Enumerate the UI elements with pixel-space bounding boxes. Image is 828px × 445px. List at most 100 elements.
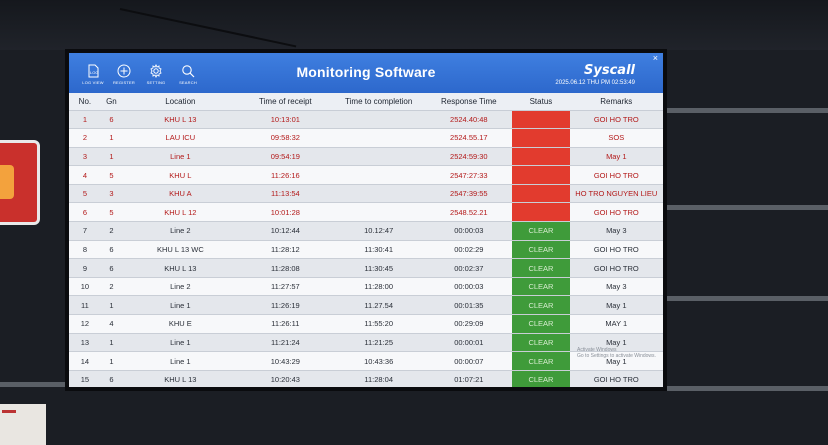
table-header-row: No. Gn Location Time of receipt Time to comp…: [69, 93, 663, 111]
monitor-screen: LOG LOG VIEW REGISTER SETTING SEARCH: [68, 52, 664, 388]
cell-status: [512, 202, 570, 223]
cell-gn: 6: [100, 110, 123, 130]
cell-response: 2524.55.17: [425, 128, 513, 148]
register-label: REGISTER: [112, 80, 136, 85]
cell-status: [512, 128, 570, 148]
activate-windows-watermark: Activate Windows Go to Settings to activ…: [577, 347, 656, 359]
cell-remarks: May 1: [569, 351, 663, 371]
setting-button[interactable]: SETTING: [141, 64, 171, 85]
table-row[interactable]: 5 3 KHU A 11:13:54 2547:39:55 HO TRO NGUYEN L…: [69, 184, 663, 204]
table-row[interactable]: 15 6 KHU L 13 10:20:43 11:28:04 01:07:21 CLEAR…: [69, 370, 663, 387]
table-row[interactable]: 8 6 KHU L 13 WC 11:28:12 11:30:41 00:02:29 CLE…: [69, 240, 663, 260]
register-button[interactable]: REGISTER: [109, 64, 139, 85]
cell-no: 7: [69, 221, 101, 241]
table-row[interactable]: 1 6 KHU L 13 10:13:01 2524.40:48 GOI HO TRO: [69, 110, 663, 130]
cell-status: CLEAR: [512, 314, 570, 334]
table-row[interactable]: 4 5 KHU L 11:26:16 2547:27:33 GOI HO TRO: [69, 165, 663, 185]
cell-location: Line 2: [122, 277, 239, 297]
log-view-button[interactable]: LOG LOG VIEW: [78, 64, 108, 85]
close-icon[interactable]: ×: [652, 53, 658, 63]
cell-remarks: May 1: [569, 147, 663, 167]
column-header-no[interactable]: No.: [69, 93, 101, 111]
cell-remarks: SOS: [569, 128, 663, 148]
column-header-receipt[interactable]: Time of receipt: [238, 93, 333, 111]
cell-no: 13: [69, 333, 101, 353]
plus-circle-icon: [117, 64, 131, 78]
cell-location: KHU A: [122, 184, 239, 204]
column-header-status[interactable]: Status: [512, 93, 570, 111]
table-row[interactable]: 10 2 Line 2 11:27:57 11:28:00 00:00:03 CLEAR Ma…: [69, 277, 663, 297]
cell-location: Line 1: [122, 333, 239, 353]
cell-gn: 1: [100, 128, 123, 148]
cell-gn: 4: [100, 314, 123, 334]
cell-response: 2547:39:55: [425, 184, 513, 204]
app-header: LOG LOG VIEW REGISTER SETTING SEARCH: [69, 53, 663, 93]
cell-receipt: 11:26:19: [238, 295, 333, 316]
cell-no: 9: [69, 258, 101, 278]
cell-completion: [332, 184, 426, 204]
search-button[interactable]: SEARCH: [173, 64, 203, 85]
table-row[interactable]: 13 1 Line 1 11:21:24 11:21:25 00:00:01 CLEAR Ma…: [69, 333, 663, 353]
cell-remarks: GOI HO TRO: [569, 240, 663, 260]
cell-completion: 11:28:04: [332, 370, 426, 387]
cell-status: [512, 147, 570, 167]
cell-response: 2548.52.21: [425, 202, 513, 223]
column-header-location[interactable]: Location: [122, 93, 239, 111]
table-row[interactable]: 2 1 LAU ICU 09:58:32 2524.55.17 SOS: [69, 128, 663, 148]
cell-status: CLEAR: [512, 333, 570, 353]
column-header-completion[interactable]: Time to completion: [332, 93, 426, 111]
cell-no: 12: [69, 314, 101, 334]
cell-remarks: HO TRO NGUYEN LIEU: [569, 184, 663, 204]
cell-remarks: May 3: [569, 221, 663, 241]
setting-label: SETTING: [146, 80, 166, 85]
cell-remarks: GOI HO TRO: [569, 202, 663, 223]
cell-receipt: 11:26:16: [238, 165, 333, 185]
cell-completion: 11.27.54: [332, 295, 426, 316]
cell-remarks: May 1: [569, 333, 663, 353]
cell-receipt: 11:26:11: [238, 314, 333, 334]
table-row[interactable]: 12 4 KHU E 11:26:11 11:55:20 00:29:09 CLEAR MAY…: [69, 314, 663, 334]
cell-completion: [332, 147, 426, 167]
search-icon: [182, 65, 195, 78]
cell-gn: 5: [100, 202, 123, 223]
cell-no: 6: [69, 202, 101, 223]
table-row[interactable]: 14 1 Line 1 10:43:29 10:43:36 00:00:07 CLEAR Ma…: [69, 351, 663, 371]
cell-gn: 2: [100, 221, 123, 241]
background-red-panel: [0, 140, 40, 225]
cell-response: 00:00:07: [425, 351, 513, 371]
cell-gn: 2: [100, 277, 123, 297]
cell-location: KHU E: [122, 314, 239, 334]
cell-response: 00:02:29: [425, 240, 513, 260]
cell-completion: [332, 165, 426, 185]
table-row[interactable]: 9 6 KHU L 13 11:28:08 11:30:45 00:02:37 CLEAR G…: [69, 258, 663, 278]
cell-gn: 6: [100, 258, 123, 278]
table-row[interactable]: 7 2 Line 2 10:12:44 10.12:47 00:00:03 CLEAR May…: [69, 221, 663, 241]
cell-completion: 10.12:47: [332, 221, 426, 241]
cell-location: KHU L: [122, 165, 239, 185]
cell-receipt: 10:20:43: [238, 370, 333, 387]
cell-completion: [332, 128, 426, 148]
cell-no: 8: [69, 240, 101, 260]
cell-status: CLEAR: [512, 258, 570, 278]
column-header-remarks[interactable]: Remarks: [569, 93, 663, 111]
column-header-gn[interactable]: Gn: [100, 93, 123, 111]
search-label: SEARCH: [179, 80, 197, 85]
table-row[interactable]: 11 1 Line 1 11:26:19 11.27.54 00:01:35 CLEAR Ma…: [69, 295, 663, 316]
background-rail: [664, 386, 828, 391]
cell-status: CLEAR: [512, 351, 570, 371]
document-icon: LOG: [88, 64, 99, 78]
cell-receipt: 10:13:01: [238, 110, 333, 130]
background-rail: [0, 382, 68, 387]
column-header-response[interactable]: Response Time: [425, 93, 513, 111]
cell-response: 2547:27:33: [425, 165, 513, 185]
table-row[interactable]: 3 1 Line 1 09:54:19 2524:59:30 May 1: [69, 147, 663, 167]
table-row[interactable]: 6 5 KHU L 12 10:01:28 2548.52.21 GOI HO TRO: [69, 202, 663, 223]
cell-gn: 1: [100, 351, 123, 371]
cell-response: 00:00:03: [425, 221, 513, 241]
cell-remarks: May 3: [569, 277, 663, 297]
watermark-line-1: Activate Windows: [577, 347, 617, 353]
background-rail: [664, 296, 828, 301]
cell-response: 00:01:35: [425, 295, 513, 316]
cell-receipt: 11:13:54: [238, 184, 333, 204]
background-sticker: [0, 404, 46, 445]
